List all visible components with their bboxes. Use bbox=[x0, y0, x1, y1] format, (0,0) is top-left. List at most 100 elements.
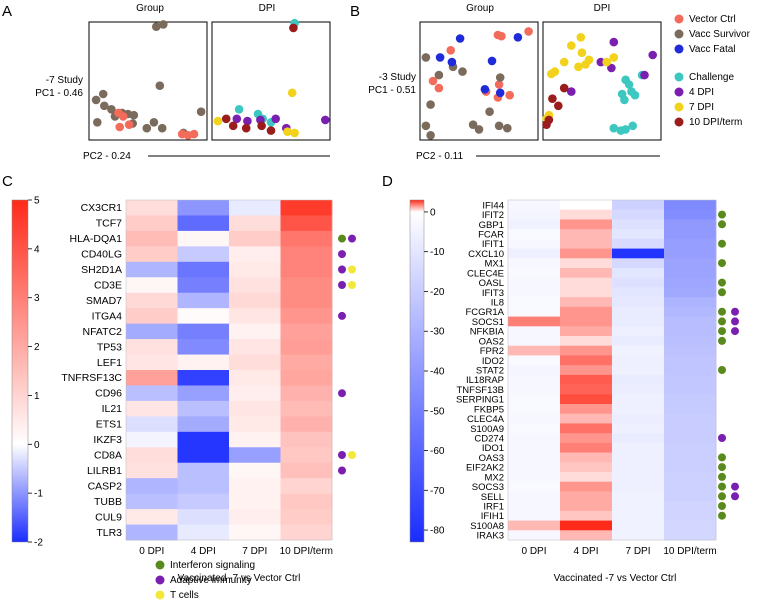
heatmap-d-row-label-serping1: SERPING1 bbox=[456, 395, 504, 406]
b-dpi-point-4-dpi-5 bbox=[567, 87, 576, 96]
heatmap-d-cell-cd274-0-dpi bbox=[508, 433, 561, 444]
heatmap-d-cell-cxcl10-10-dpi-term bbox=[664, 248, 717, 259]
heatmap-d-cell-ido1-0-dpi bbox=[508, 442, 561, 453]
heatmap-d-cell-irak3-7-dpi bbox=[612, 530, 665, 541]
bottom-legend: Interferon signaling Adaptive immunity T c… bbox=[155, 560, 255, 601]
heatmap-d-row-label-stat2: STAT2 bbox=[476, 366, 504, 377]
heatmap-d-col-label-0-dpi: 0 DPI bbox=[521, 546, 546, 557]
heatmap-d-cell-socs1-10-dpi-term bbox=[664, 316, 717, 327]
heatmap-d-row-label-clec4a: CLEC4A bbox=[467, 414, 505, 425]
heatmap-c-cell-tcf7-10-dpi-term bbox=[280, 215, 333, 232]
heatmap-d-cell-oasl-0-dpi bbox=[508, 277, 561, 288]
heatmap-c-cell-tp53-4-dpi bbox=[177, 339, 230, 355]
heatmap-d-cell-eif2ak2-0-dpi bbox=[508, 462, 561, 473]
heatmap-d-row-label-ifit1: IFIT1 bbox=[482, 239, 504, 250]
b-group-point-vacc-survivor-1 bbox=[434, 70, 444, 80]
b-dpi-point-7-dpi-10 bbox=[550, 67, 560, 76]
heatmap-c-cell-nfatc2-10-dpi-term bbox=[280, 323, 333, 340]
heatmap-c-cell-itga4-0-dpi bbox=[126, 308, 178, 325]
heatmap-c-cell-sh2d1a-0-dpi bbox=[126, 261, 178, 278]
a-group-point-vector-ctrl-6 bbox=[189, 129, 199, 139]
heatmap-d-cell-il18rap-10-dpi-term bbox=[664, 374, 717, 385]
heatmap-d-cell-eif2ak2-7-dpi bbox=[612, 462, 665, 473]
heatmap-c-cell-cd8a-10-dpi-term bbox=[280, 447, 333, 464]
heatmap-d-cell-stat2-7-dpi bbox=[612, 365, 665, 376]
heatmap-c-cell-il21-10-dpi-term bbox=[280, 400, 333, 417]
heatmap-d-row-label-irf1: IRF1 bbox=[483, 502, 504, 513]
heatmap-c-cell-lef1-4-dpi bbox=[177, 354, 230, 371]
heatmap-d-cell-s100a9-7-dpi bbox=[612, 423, 665, 434]
heatmap-c-cell-tnfrsf13c-4-dpi bbox=[177, 370, 230, 386]
panel-c-scale-tick-2: 3 bbox=[34, 293, 40, 304]
heatmap-d-cell-mx1-7-dpi bbox=[612, 258, 665, 269]
heatmap-d-cell-ifih1-0-dpi bbox=[508, 510, 561, 521]
b-group-point-vector-ctrl-1 bbox=[428, 76, 438, 86]
heatmap-c-cell-cd96-10-dpi-term bbox=[280, 385, 333, 402]
heatmap-d-cell-socs1-4-dpi bbox=[560, 316, 613, 327]
legend-10-dpi-term-marker bbox=[674, 117, 684, 127]
panel-d-scale-tick-4: -40 bbox=[430, 367, 445, 378]
heatmap-c-row-label-lilrb1: LILRB1 bbox=[87, 465, 122, 477]
b-group-point-vector-ctrl-0 bbox=[446, 46, 456, 55]
panel-c-scale-tick-0: 5 bbox=[34, 196, 40, 207]
heatmap-c-cell-hla-dqa1-7-dpi bbox=[229, 230, 281, 247]
heatmap-c-cell-lef1-10-dpi-term bbox=[280, 354, 333, 371]
legend-adaptive-immunity-label: Adaptive immunity bbox=[170, 575, 252, 586]
heatmap-c-cell-cd96-7-dpi bbox=[229, 385, 281, 402]
heatmap-d-cell-fcar-10-dpi-term bbox=[664, 229, 717, 240]
heatmap-c-marker-itga4-adaptive bbox=[338, 311, 346, 320]
heatmap-c-cell-cd40lg-10-dpi-term bbox=[280, 246, 333, 263]
heatmap-d-cell-il18rap-7-dpi bbox=[612, 374, 665, 385]
heatmap-d-marker-stat2-interferon bbox=[718, 366, 726, 374]
heatmap-d-row-label-ido1: IDO1 bbox=[482, 443, 504, 454]
heatmap-d-cell-s100a8-7-dpi bbox=[612, 520, 665, 531]
heatmap-c-cell-cul9-4-dpi bbox=[177, 509, 230, 525]
heatmap-d-cell-irak3-10-dpi-term bbox=[664, 530, 717, 541]
heatmap-c-cell-tcf7-0-dpi bbox=[126, 215, 178, 232]
a-group-point-vacc-survivor-1 bbox=[152, 22, 161, 32]
heatmap-c-row-label-tcf7: TCF7 bbox=[96, 218, 122, 230]
heatmap-d-row-label-ifih1: IFIH1 bbox=[481, 511, 504, 522]
panel-c-scale-tick-5: 0 bbox=[34, 440, 40, 451]
legend-vector-ctrl-marker bbox=[674, 14, 684, 24]
heatmap-c-row-label-hla-dqa1: HLA-DQA1 bbox=[69, 233, 122, 245]
b-group-point-vacc-survivor-6 bbox=[426, 131, 435, 140]
heatmap-d-cell-fpr2-7-dpi bbox=[612, 345, 665, 356]
b-group-point-vacc-survivor-4 bbox=[495, 73, 505, 82]
heatmap-d-cell-cxcl10-7-dpi bbox=[612, 248, 665, 259]
panel-b-dpi-scatter bbox=[542, 33, 657, 135]
a-group-point-vacc-survivor-9 bbox=[142, 123, 152, 133]
heatmap-d-row-label-s100a9: S100A9 bbox=[470, 424, 504, 435]
heatmap-c-row-label-cd40lg: CD40LG bbox=[81, 249, 122, 261]
b-dpi-point-7-dpi-1 bbox=[576, 33, 586, 42]
heatmap-d-row-label-mx2: MX2 bbox=[484, 472, 504, 483]
heatmap-c-cell-itga4-7-dpi bbox=[229, 308, 281, 325]
heatmap-d-row-label-fcar: FCAR bbox=[478, 230, 504, 241]
heatmap-d-cell-fkbp5-4-dpi bbox=[560, 404, 613, 415]
heatmap-d-cell-gbp1-4-dpi bbox=[560, 219, 613, 230]
b-dpi-point-4-dpi-1 bbox=[607, 63, 616, 73]
heatmap-d-cell-mx1-0-dpi bbox=[508, 258, 561, 269]
heatmap-c-cell-tp53-10-dpi-term bbox=[280, 339, 333, 355]
legend-adaptive-immunity-marker bbox=[155, 575, 165, 585]
legend-challenge-marker bbox=[674, 72, 684, 82]
heatmap-c-cell-smad7-4-dpi bbox=[177, 292, 230, 309]
heatmap-d-cell-cxcl10-0-dpi bbox=[508, 248, 561, 259]
heatmap-c-cell-lilrb1-10-dpi-term bbox=[280, 462, 333, 479]
heatmap-d-cell-nfkbia-0-dpi bbox=[508, 326, 561, 337]
heatmap-d-cell-s100a9-4-dpi bbox=[560, 423, 613, 434]
panel-a-study-label: -7 Study bbox=[46, 75, 83, 86]
heatmap-c-row-label-cx3cr1: CX3CR1 bbox=[81, 202, 123, 214]
heatmap-c-marker-sh2d1a-adaptive bbox=[338, 265, 346, 274]
legend-vacc-fatal-marker bbox=[674, 44, 684, 54]
heatmap-d-row-label-cd274: CD274 bbox=[474, 434, 504, 445]
panel-c-heatmap: CX3CR1 TCF7 HLA-DQA1 CD40LG SH2D1A CD3E SMAD7 I… bbox=[61, 199, 356, 557]
panel-d-scale-tick-7: -70 bbox=[430, 486, 445, 497]
heatmap-d-cell-stat2-10-dpi-term bbox=[664, 365, 717, 376]
heatmap-c-cell-cd40lg-0-dpi bbox=[126, 246, 178, 263]
heatmap-c-cell-smad7-7-dpi bbox=[229, 292, 281, 309]
heatmap-d-marker-eif2ak2-interferon bbox=[718, 463, 726, 472]
heatmap-d-cell-fcgr1a-4-dpi bbox=[560, 306, 613, 317]
legend-vacc-fatal-label: Vacc Fatal bbox=[689, 44, 736, 55]
heatmap-d-row-label-eif2ak2: EIF2AK2 bbox=[466, 463, 504, 474]
